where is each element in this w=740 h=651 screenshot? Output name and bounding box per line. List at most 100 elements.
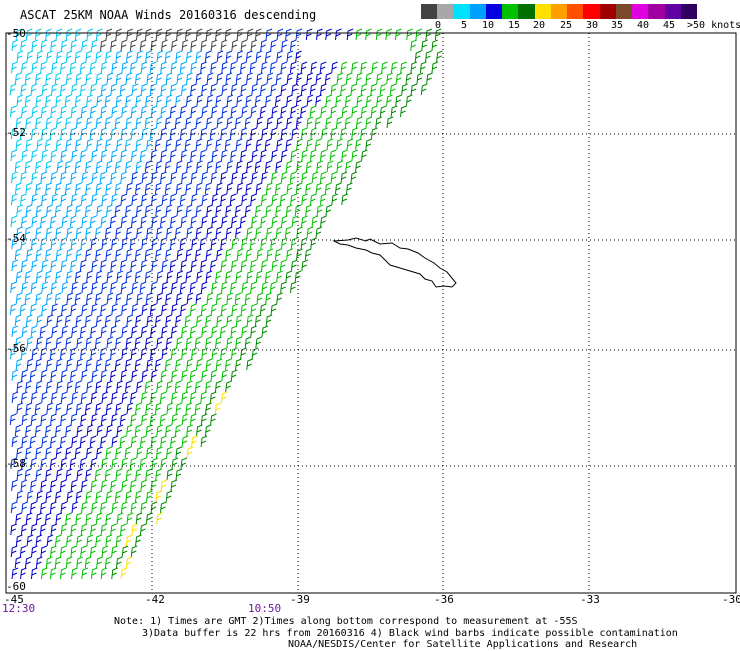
wind-barb bbox=[35, 270, 43, 283]
wind-barb bbox=[289, 281, 297, 294]
wind-barb bbox=[319, 61, 327, 74]
wind-barb bbox=[165, 336, 173, 349]
wind-barb bbox=[111, 545, 118, 558]
wind-barb bbox=[49, 347, 57, 360]
wind-barb bbox=[65, 556, 73, 569]
wind-barb bbox=[16, 446, 23, 459]
wind-barb bbox=[60, 171, 67, 184]
wind-barb bbox=[300, 105, 307, 118]
wind-barb bbox=[394, 28, 402, 41]
note-line: Note: 1) Times are GMT 2)Times along bot… bbox=[114, 616, 578, 627]
wind-barb bbox=[119, 435, 127, 448]
wind-barb bbox=[226, 292, 234, 305]
wind-barb bbox=[180, 149, 188, 162]
wind-barb bbox=[376, 94, 383, 107]
wind-barb bbox=[239, 215, 247, 228]
wind-barb bbox=[185, 50, 193, 63]
wind-barb bbox=[91, 149, 98, 162]
colorbar-swatch bbox=[664, 4, 681, 19]
wind-barb bbox=[351, 105, 358, 118]
wind-barb bbox=[70, 303, 78, 316]
wind-barb bbox=[79, 325, 87, 338]
wind-barb bbox=[70, 545, 78, 558]
wind-barb bbox=[265, 204, 273, 217]
wind-barb bbox=[45, 424, 52, 437]
wind-barb bbox=[266, 72, 274, 85]
wind-barb bbox=[166, 468, 174, 481]
wind-barb bbox=[179, 237, 187, 250]
wind-barb bbox=[185, 270, 193, 283]
wind-barb bbox=[206, 94, 214, 107]
wind-barb bbox=[320, 83, 327, 96]
wind-barb bbox=[425, 28, 433, 41]
wind-barb bbox=[111, 303, 118, 316]
wind-barb bbox=[309, 83, 317, 96]
wind-barb bbox=[206, 116, 213, 129]
wind-barb bbox=[11, 259, 19, 272]
wind-barb bbox=[215, 204, 223, 217]
wind-barb bbox=[261, 171, 268, 184]
wind-barb bbox=[80, 413, 87, 426]
wind-barb bbox=[135, 182, 142, 195]
wind-barb bbox=[100, 259, 107, 272]
wind-barb bbox=[120, 369, 128, 382]
wind-barb bbox=[195, 72, 203, 85]
wind-barb bbox=[296, 138, 303, 151]
wind-barb bbox=[50, 105, 58, 118]
wind-barb bbox=[211, 325, 218, 338]
colorbar-swatch bbox=[567, 4, 584, 19]
wind-barb bbox=[201, 193, 209, 206]
wind-barb bbox=[134, 424, 142, 437]
wind-barb bbox=[70, 259, 77, 272]
wind-barb bbox=[276, 50, 283, 63]
map-title: ASCAT 25KM NOAA Winds 20160316 descendin… bbox=[20, 8, 317, 22]
wind-barb bbox=[14, 160, 22, 173]
wind-barb bbox=[196, 94, 204, 107]
wind-barb bbox=[90, 523, 97, 536]
wind-barb bbox=[185, 182, 193, 195]
wind-barb bbox=[185, 336, 193, 349]
wind-barb bbox=[351, 149, 359, 162]
wind-barb bbox=[69, 457, 77, 470]
wind-barb bbox=[50, 523, 58, 536]
wind-barb bbox=[251, 149, 259, 162]
wind-barb bbox=[326, 138, 334, 151]
wind-barb bbox=[365, 116, 373, 129]
wind-barb bbox=[254, 94, 262, 107]
wind-barb bbox=[90, 237, 98, 250]
wind-barb bbox=[286, 248, 293, 261]
wind-barb bbox=[160, 105, 168, 118]
wind-barb bbox=[431, 39, 439, 52]
wind-barb bbox=[89, 215, 97, 228]
wind-barb bbox=[245, 182, 253, 195]
wind-barb bbox=[99, 347, 107, 360]
wind-barb bbox=[81, 501, 88, 514]
wind-barb bbox=[45, 468, 52, 481]
wind-barb bbox=[75, 182, 82, 195]
wind-barb bbox=[21, 149, 29, 162]
wind-barb bbox=[370, 83, 378, 96]
wind-barb bbox=[341, 105, 349, 118]
wind-barb bbox=[190, 149, 197, 162]
wind-barb bbox=[35, 72, 42, 85]
wind-barb bbox=[104, 468, 112, 481]
wind-barb bbox=[55, 270, 62, 283]
wind-barb bbox=[244, 336, 252, 349]
wind-barb bbox=[156, 424, 164, 437]
wind-barb bbox=[25, 380, 32, 393]
wind-barb bbox=[199, 149, 207, 162]
wind-barb bbox=[375, 28, 383, 41]
wind-barb bbox=[35, 204, 43, 217]
wind-barb bbox=[109, 369, 117, 382]
wind-barb bbox=[181, 435, 189, 448]
wind-barb bbox=[365, 138, 372, 151]
wind-barb bbox=[196, 160, 203, 173]
wind-barb bbox=[175, 50, 183, 63]
wind-barb bbox=[280, 105, 288, 118]
wind-barb bbox=[21, 501, 28, 514]
wind-barb bbox=[156, 270, 164, 283]
wind-barb bbox=[116, 138, 123, 151]
wind-barb bbox=[34, 28, 42, 41]
wind-barb bbox=[181, 325, 188, 338]
wind-barb bbox=[116, 512, 124, 525]
